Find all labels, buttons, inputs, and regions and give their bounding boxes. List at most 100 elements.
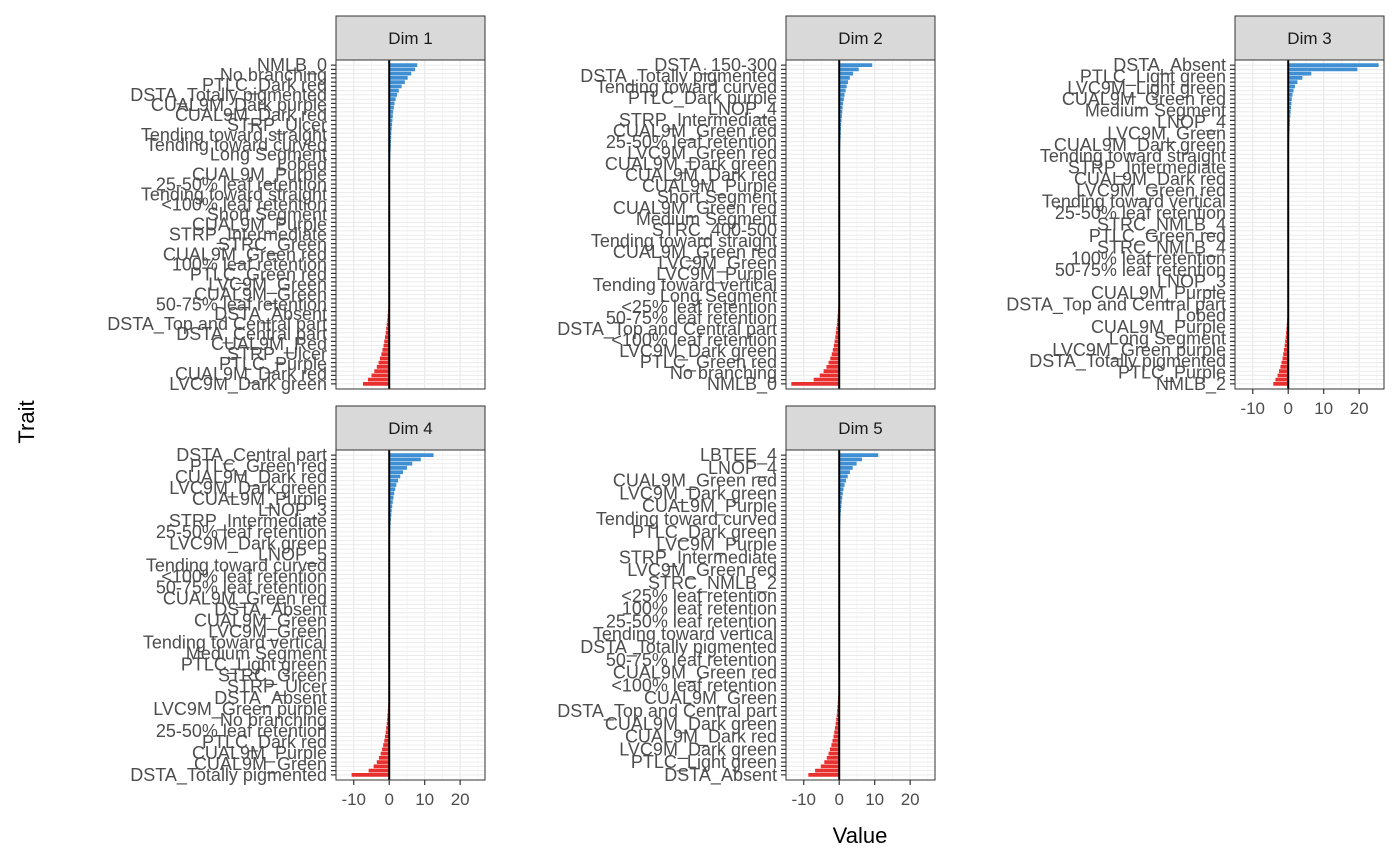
bar (839, 500, 842, 504)
bar (389, 495, 394, 500)
trait-label: LVC9M_Green red (627, 143, 777, 164)
bar (839, 461, 857, 466)
trait-label: STRC_NMLB_4 (1097, 237, 1226, 258)
x-tick-label: 0 (1283, 399, 1292, 418)
bar (808, 772, 840, 777)
x-tick-label: 20 (901, 790, 920, 809)
trait-label: LVC9M_Green purple (153, 699, 327, 720)
bar (839, 84, 847, 89)
trait-label: DSTA_Absent (214, 599, 327, 620)
trait-label: Medium Segment (1085, 101, 1226, 121)
trait-label: DSTA_Totally pigmented (130, 85, 327, 106)
bar (1281, 360, 1289, 365)
bar (839, 118, 842, 123)
trait-label: Tending toward straight (141, 125, 327, 145)
bar (351, 772, 390, 777)
bar (389, 76, 408, 80)
bar (362, 382, 390, 386)
trait-label: DSTA_Top and Central part (1006, 294, 1226, 315)
bar (835, 335, 840, 339)
bar (389, 512, 392, 517)
bar (839, 470, 850, 475)
trait-label: Medium Segment (186, 644, 327, 664)
bar (386, 326, 390, 331)
trait-label: Medium Segment (636, 209, 777, 229)
bar (367, 377, 390, 382)
bar (839, 453, 879, 458)
bar (389, 127, 392, 131)
trait-label: CUAL9M_Dark green (605, 714, 777, 735)
bar (836, 322, 840, 327)
bar (385, 331, 390, 335)
trait-label: CUAL9M_Dark red (175, 467, 327, 488)
bar (836, 717, 840, 722)
bar (839, 105, 843, 110)
facet-strip-label: Dim 3 (1287, 29, 1331, 48)
bar (828, 360, 840, 365)
facet-strip (785, 405, 936, 451)
trait-label: DSTA_Totally pigmented (580, 637, 777, 658)
trait-label: Long Segment (660, 286, 777, 306)
trait-label: CUAL9M_Green (194, 754, 327, 775)
trait-label: STRP_Ulcer (227, 677, 327, 698)
bar (839, 88, 846, 93)
trait-label: LVC9M_Green red (627, 560, 777, 581)
bar (839, 80, 849, 84)
trait-label: <25% leaf retention (621, 586, 777, 606)
bar (839, 76, 850, 80)
bar (384, 335, 390, 339)
bar (389, 461, 413, 466)
trait-label: LVC9M_Green purple (1052, 340, 1226, 361)
trait-label: 50-75% leaf retention (156, 577, 327, 597)
bar (839, 483, 845, 487)
bar (1288, 101, 1292, 106)
trait-label: CUAL9M_Dark purple (151, 95, 327, 116)
trait-label: NMLB_2 (1156, 374, 1226, 395)
trait-label: CUAL9M_Purple (192, 215, 327, 236)
bar (376, 365, 390, 369)
x-tick-label: 20 (451, 790, 470, 809)
trait-label: CUAL9M_Green red (613, 663, 777, 684)
trait-label: CUAL9M_Red (211, 334, 327, 355)
trait-label: CUAL9M_Purple (192, 489, 327, 510)
bar (389, 470, 404, 475)
trait-label: Tending toward curved (146, 555, 327, 575)
trait-label: LVC9M_Green (1107, 123, 1226, 144)
trait-label: PTLC_Green red (190, 456, 327, 477)
trait-label: CUAL9M_Green red (613, 242, 777, 263)
bar (1288, 114, 1291, 118)
bar (389, 71, 412, 76)
trait-label: LVC9M_Dark green (169, 478, 327, 499)
trait-label: CUAL9M_Green red (1062, 89, 1226, 110)
x-tick-label: 0 (384, 790, 393, 809)
trait-label: NMLB_0 (257, 55, 327, 76)
bar (834, 730, 840, 735)
trait-label: Tending toward straight (141, 185, 327, 205)
trait-label: LVC9M_Green (658, 253, 777, 274)
bar (839, 93, 845, 97)
trait-label: CUAL9M_Purple (1091, 317, 1226, 338)
trait-label: CUAL9M_Green (194, 284, 327, 305)
bar (826, 755, 840, 760)
bar (368, 768, 390, 773)
trait-label: LVC9M_Green (208, 622, 327, 643)
bar (831, 352, 840, 356)
bar (835, 331, 840, 335)
panel-background (786, 60, 935, 389)
bar (378, 755, 390, 760)
trait-label: PTLC_Dark green (632, 522, 777, 543)
bar (376, 760, 390, 764)
bar (1288, 88, 1294, 93)
bar (383, 743, 390, 747)
trait-label: CUAL9M_Green (644, 688, 777, 709)
trait-label: CUAL9M_Dark red (175, 105, 327, 126)
trait-label: 100% leaf retention (622, 599, 777, 619)
trait-label: STRP_Intermediate (169, 224, 327, 245)
bar (389, 466, 407, 470)
x-axis-title: Value (833, 823, 888, 848)
trait-label: STRC_Green (218, 234, 327, 255)
bar (389, 114, 393, 118)
trait-label: LNOP_4 (1157, 112, 1226, 133)
bar (389, 67, 416, 72)
